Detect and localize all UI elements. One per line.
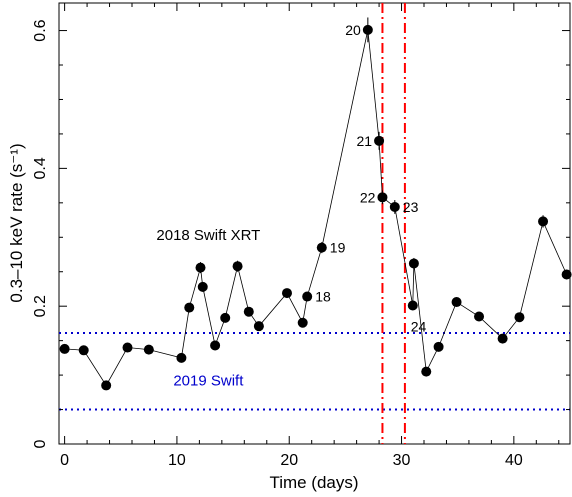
y-tick-label: 0.6 <box>32 19 49 41</box>
data-point <box>374 136 384 146</box>
reference-lines <box>59 3 570 444</box>
data-point <box>254 321 264 331</box>
data-point <box>409 258 419 268</box>
point-label: 23 <box>403 199 419 215</box>
data-point <box>363 25 373 35</box>
data-point <box>538 216 548 226</box>
data-point <box>123 343 133 353</box>
data-point <box>233 261 243 271</box>
data-point <box>390 202 400 212</box>
x-tick-label: 20 <box>280 452 298 469</box>
data-point <box>434 342 444 352</box>
data-point <box>220 313 230 323</box>
data-point <box>101 380 111 390</box>
y-tick-label: 0.4 <box>32 157 49 179</box>
x-tick-label: 10 <box>168 452 186 469</box>
data-point <box>421 367 431 377</box>
point-label: 22 <box>360 189 376 205</box>
data-point <box>377 192 387 202</box>
data-point <box>514 312 524 322</box>
data-point <box>196 263 206 273</box>
data-point <box>244 307 254 317</box>
point-label: 24 <box>411 318 427 334</box>
x-tick-label: 0 <box>60 452 69 469</box>
data-point <box>562 269 572 279</box>
data-point <box>452 297 462 307</box>
point-label: 21 <box>356 133 372 149</box>
y-axis-title: 0.3–10 keV rate (s⁻¹) <box>7 143 26 302</box>
x-tick-label: 30 <box>393 452 411 469</box>
axis-ticks: 0 10 20 30 40 0 0.2 0.4 0.6 <box>32 3 570 469</box>
y-tick-label: 0 <box>32 439 49 448</box>
chart-annotation: 2018 Swift XRT <box>156 227 260 244</box>
y-tick-label: 0.2 <box>32 295 49 317</box>
data-point <box>298 318 308 328</box>
point-label: 19 <box>330 240 346 256</box>
point-label: 18 <box>315 289 331 305</box>
data-point <box>474 312 484 322</box>
data-point <box>302 292 312 302</box>
x-axis-title: Time (days) <box>269 473 358 492</box>
data-point <box>498 334 508 344</box>
data-point <box>317 243 327 253</box>
point-labels: 18 19 20 21 22 23 24 2018 Swift XRT 2019 Swift <box>156 22 426 390</box>
data-point <box>60 344 70 354</box>
data-point <box>282 288 292 298</box>
data-point <box>198 282 208 292</box>
point-label: 20 <box>345 22 361 38</box>
x-tick-label: 40 <box>505 452 523 469</box>
data-point <box>184 303 194 313</box>
data-point <box>176 353 186 363</box>
data-point <box>408 300 418 310</box>
data-series <box>60 17 572 390</box>
data-point <box>144 345 154 355</box>
chart-annotation: 2019 Swift <box>173 372 244 389</box>
data-point <box>79 345 89 355</box>
plot-frame <box>59 3 570 444</box>
data-point <box>210 340 220 350</box>
